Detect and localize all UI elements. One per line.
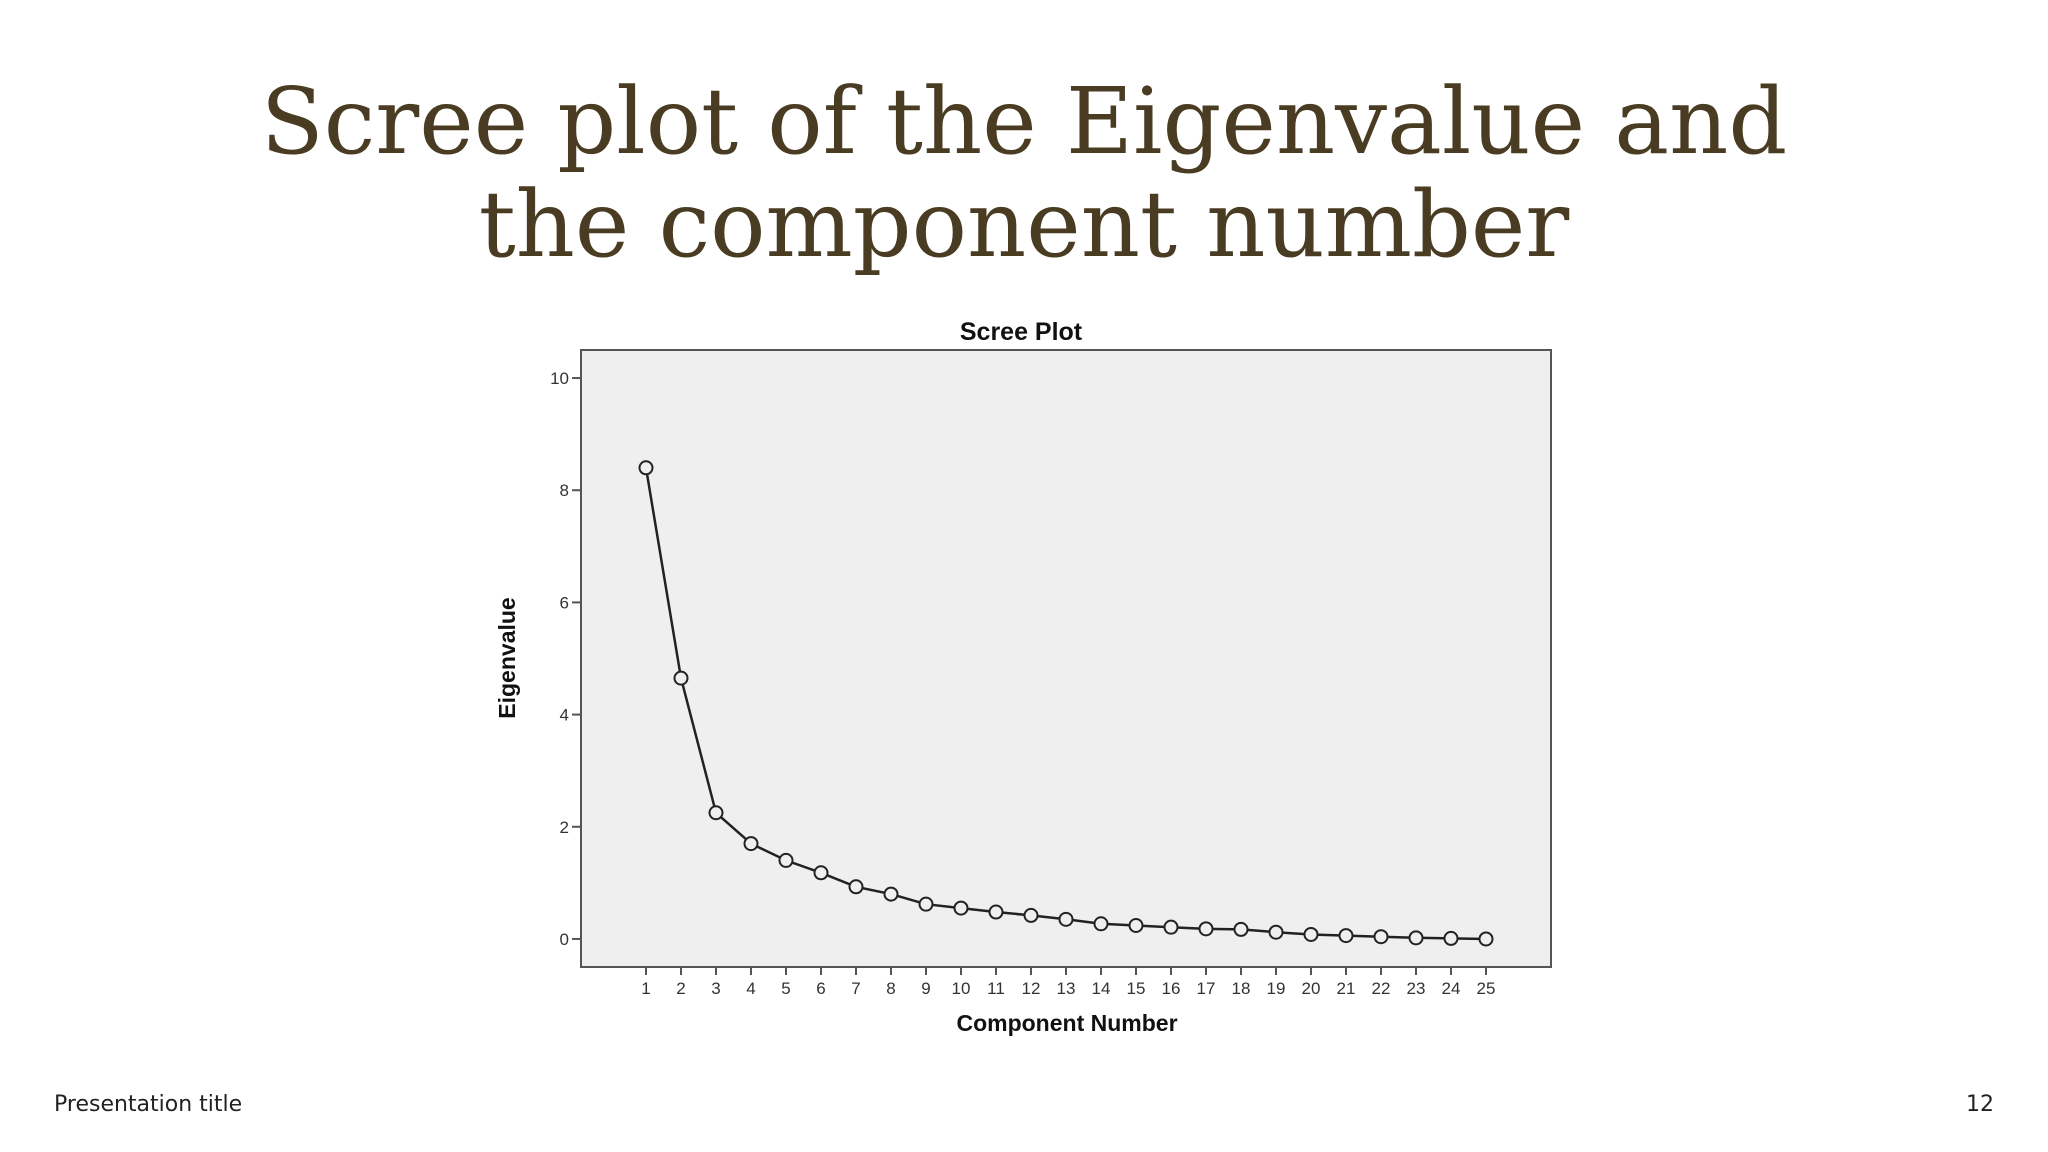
x-tick-label: 23: [1407, 979, 1426, 998]
x-tick-label: 1: [641, 979, 650, 998]
y-tick-label: 6: [560, 593, 569, 612]
x-tick-label: 7: [851, 979, 860, 998]
footer-presentation-title: Presentation title: [54, 1092, 243, 1117]
x-tick-label: 16: [1162, 979, 1181, 998]
x-tick-label: 12: [1022, 979, 1041, 998]
y-tick-label: 4: [560, 706, 569, 725]
y-axis: 0 2 4 6 8 10: [550, 369, 581, 949]
data-points: [638, 460, 1494, 947]
y-axis-label: Eigenvalue: [494, 597, 520, 718]
x-tick-label: 6: [816, 979, 825, 998]
data-point: [918, 896, 934, 912]
x-tick-label: 24: [1442, 979, 1461, 998]
x-tick-label: 13: [1057, 979, 1076, 998]
data-point: [708, 805, 724, 821]
y-tick-label: 10: [550, 369, 569, 388]
x-axis-label: Component Number: [956, 1010, 1177, 1036]
data-point: [1443, 930, 1459, 946]
data-point: [1233, 921, 1249, 937]
x-tick-label: 18: [1232, 979, 1251, 998]
data-point: [848, 879, 864, 895]
x-tick-label: 20: [1302, 979, 1321, 998]
data-point: [1198, 921, 1214, 937]
x-tick-label: 14: [1092, 979, 1111, 998]
data-point: [1408, 930, 1424, 946]
x-tick-label: 10: [952, 979, 971, 998]
x-tick-label: 21: [1337, 979, 1356, 998]
slide-title: Scree plot of the Eigenvalue and the com…: [260, 68, 1788, 278]
x-tick-label: 5: [781, 979, 790, 998]
x-tick-label: 8: [886, 979, 895, 998]
data-point: [813, 865, 829, 881]
x-tick-label: 15: [1127, 979, 1146, 998]
y-tick-label: 8: [560, 481, 569, 500]
x-tick-label: 3: [711, 979, 720, 998]
x-tick-label: 19: [1267, 979, 1286, 998]
data-point: [1023, 907, 1039, 923]
data-point: [1268, 924, 1284, 940]
y-tick-label: 0: [560, 930, 569, 949]
plot-area: [580, 349, 1552, 968]
x-tick-label: 25: [1477, 979, 1496, 998]
data-point: [953, 900, 969, 916]
data-point: [1478, 931, 1494, 947]
x-tick-label: 9: [921, 979, 930, 998]
data-point: [1093, 916, 1109, 932]
chart-title: Scree Plot: [960, 318, 1083, 346]
data-point: [673, 670, 689, 686]
data-point: [1128, 917, 1144, 933]
data-point: [1058, 911, 1074, 927]
x-tick-label: 11: [987, 979, 1005, 998]
x-tick-label: 22: [1372, 979, 1391, 998]
data-point: [883, 886, 899, 902]
x-axis: 1 2 3 4 5 6 7 8 9 10 11 12 13 14 15 16 17 18 19 20 21 22 23 24 2…: [641, 967, 1495, 998]
data-point: [638, 460, 654, 476]
data-point: [1338, 928, 1354, 944]
data-point: [778, 852, 794, 868]
data-point: [1303, 926, 1319, 942]
x-tick-label: 4: [746, 979, 755, 998]
x-tick-label: 17: [1197, 979, 1216, 998]
footer-page-number: 12: [1966, 1092, 1994, 1117]
x-tick-label: 2: [676, 979, 685, 998]
data-point: [1163, 919, 1179, 935]
data-point: [1373, 929, 1389, 945]
data-point: [743, 836, 759, 852]
y-tick-label: 2: [560, 818, 569, 837]
data-point: [988, 904, 1004, 920]
scree-plot-chart: Scree Plot 0 2 4 6 8 10 1 2 3 4 5 6 7 8 9 10 11 12 13 14 15…: [480, 300, 1580, 1060]
